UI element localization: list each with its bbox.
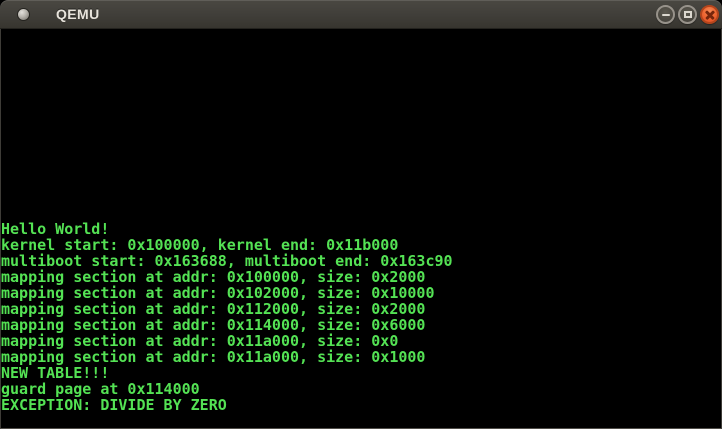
console-line: mapping section at addr: 0x11a000, size:… (1, 332, 399, 350)
close-icon (705, 10, 714, 19)
console-line: Hello World! (1, 220, 110, 238)
maximize-icon (683, 11, 692, 18)
minimize-button[interactable] (656, 5, 675, 24)
console-line: mapping section at addr: 0x11a000, size:… (1, 348, 426, 366)
console-line: multiboot start: 0x163688, multiboot end… (1, 252, 453, 270)
maximize-button[interactable] (678, 5, 697, 24)
console-line: mapping section at addr: 0x102000, size:… (1, 284, 435, 302)
qemu-app-icon (17, 7, 30, 21)
minimize-icon (661, 13, 670, 16)
console-line: guard page at 0x114000 (1, 380, 200, 398)
window-title: QEMU (56, 6, 100, 22)
window-controls (656, 0, 719, 29)
titlebar[interactable]: QEMU (0, 0, 722, 29)
console-line: EXCEPTION: DIVIDE BY ZERO (1, 396, 227, 414)
console-line: NEW TABLE!!! (1, 364, 110, 382)
vga-console-display[interactable]: Hello World! kernel start: 0x100000, kern… (0, 29, 722, 429)
console-line: mapping section at addr: 0x100000, size:… (1, 268, 426, 286)
console-line: kernel start: 0x100000, kernel end: 0x11… (1, 236, 399, 254)
console-line: mapping section at addr: 0x112000, size:… (1, 300, 426, 318)
close-button[interactable] (700, 5, 719, 24)
console-line: mapping section at addr: 0x114000, size:… (1, 316, 426, 334)
